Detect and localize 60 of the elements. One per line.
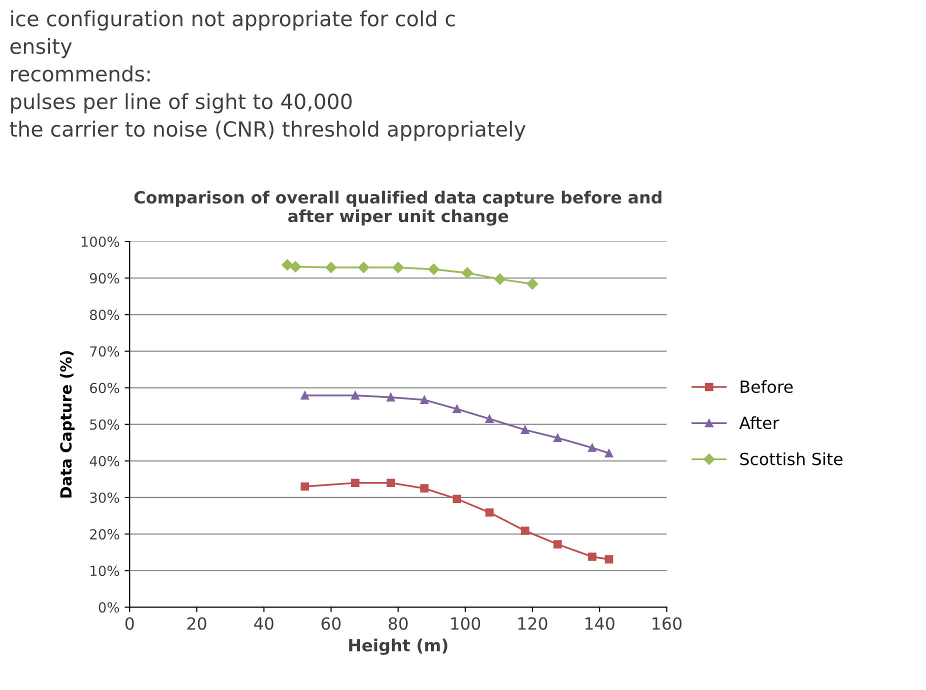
point xyxy=(485,414,494,424)
y-tick-label: 60% xyxy=(90,382,120,394)
point xyxy=(386,393,395,402)
y-axis-title: Data Capture (%) xyxy=(60,351,75,498)
point xyxy=(553,540,562,548)
legend-label: After xyxy=(739,416,780,430)
legend-label: Scottish Site xyxy=(740,452,842,466)
y-tick-label: 80% xyxy=(90,310,120,320)
point xyxy=(462,267,473,279)
x-tick-label: 160 xyxy=(652,617,682,630)
x-tick-label: 140 xyxy=(586,617,614,630)
point xyxy=(588,552,596,561)
point xyxy=(494,274,506,285)
point xyxy=(358,262,370,274)
x-tick-label: 80 xyxy=(388,617,408,630)
point xyxy=(485,508,494,517)
x-tick-label: 120 xyxy=(518,617,548,630)
point xyxy=(290,261,302,272)
legend-label: Before xyxy=(740,380,793,394)
x-tick-label: 60 xyxy=(322,617,341,630)
point xyxy=(420,484,429,493)
point xyxy=(520,426,530,434)
y-tick-label: 10% xyxy=(90,566,120,576)
point xyxy=(351,478,360,488)
y-tick-label: 30% xyxy=(90,492,120,503)
chart-title: Comparison of overall qualified data capture before and after wiper unit change xyxy=(134,190,662,226)
point xyxy=(386,478,395,488)
point xyxy=(553,434,562,442)
point xyxy=(520,526,530,535)
x-tick-label: 0 xyxy=(125,617,134,630)
y-tick-label: 0% xyxy=(98,602,120,613)
point xyxy=(526,278,538,290)
y-tick-label: 70% xyxy=(90,346,120,357)
y-tick-label: 50% xyxy=(90,419,120,430)
point xyxy=(392,262,404,274)
point xyxy=(428,264,440,275)
y-tick-label: 20% xyxy=(90,529,120,540)
y-tick-label: 100% xyxy=(82,236,120,247)
point xyxy=(351,391,360,400)
x-tick-label: 100 xyxy=(451,617,480,630)
point xyxy=(282,259,294,271)
text: the carrier to noise (CNR) threshold appropriately xyxy=(10,120,526,141)
x-tick-label: 40 xyxy=(254,617,274,630)
y-tick-label: 90% xyxy=(90,273,120,284)
y-tick-label: 40% xyxy=(90,456,120,466)
text: recommends: xyxy=(11,66,150,82)
text: pulses per line of sight to 40,000 xyxy=(11,93,352,114)
point xyxy=(588,444,596,452)
point xyxy=(452,494,462,504)
point xyxy=(300,482,310,491)
text: ensity xyxy=(10,38,72,58)
text: ice configuration not appropriate for cold c xyxy=(11,10,455,31)
x-axis-title: Height (m) xyxy=(349,638,448,655)
point xyxy=(604,449,614,458)
x-tick-label: 20 xyxy=(187,617,206,630)
point xyxy=(604,555,614,564)
point xyxy=(452,404,462,414)
point xyxy=(300,391,310,400)
point xyxy=(420,396,429,404)
point xyxy=(325,262,337,274)
